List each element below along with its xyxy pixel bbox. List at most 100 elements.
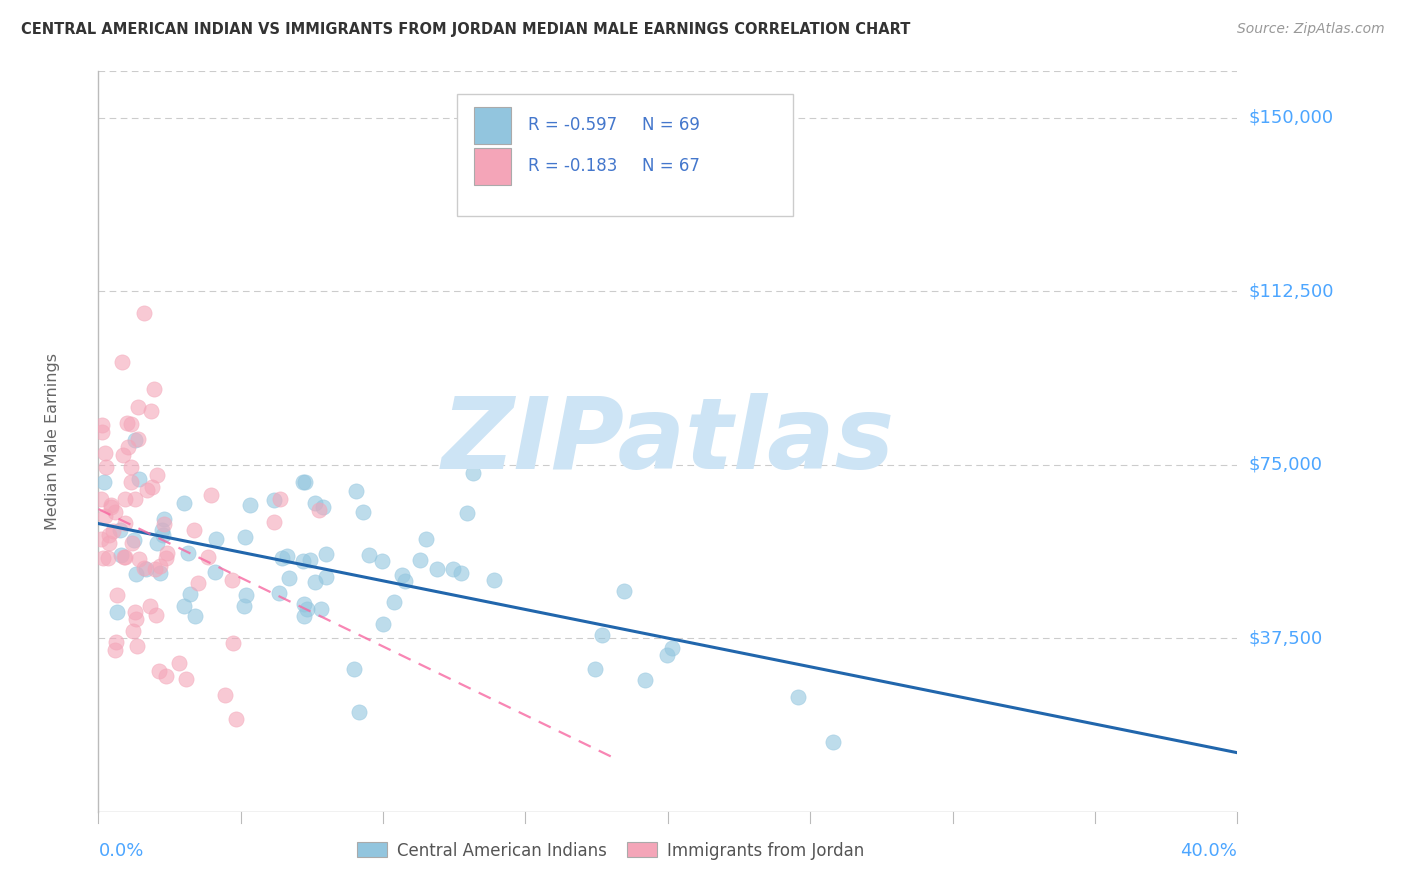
Point [103,524,125,538]
Point [100,498,122,512]
Point [155,669,177,683]
Point [110,548,132,562]
Point [124,533,146,547]
FancyBboxPatch shape [457,94,793,217]
Point [135,562,157,576]
Text: Median Male Earnings: Median Male Earnings [45,353,60,530]
Point [128,472,150,486]
Point [276,549,298,563]
Point [292,475,315,490]
Point [235,588,257,602]
Point [221,573,243,587]
Point [409,553,432,567]
Point [292,608,315,623]
Point [134,561,156,575]
Point [315,547,337,561]
Point [142,382,165,396]
Point [187,575,209,590]
Point [184,609,207,624]
Point [100,500,122,514]
Point [145,467,167,482]
Point [233,529,256,543]
Point [120,459,142,474]
Text: $37,500: $37,500 [1249,629,1323,648]
Text: N = 69: N = 69 [641,117,700,135]
Point [124,605,146,619]
Point [292,597,315,611]
Point [124,433,146,447]
Point [112,549,135,564]
Point [117,440,139,454]
Point [382,594,405,608]
Point [278,571,301,585]
Point [214,688,236,702]
Point [91,418,114,433]
Point [309,602,332,616]
Point [93,475,115,490]
Point [655,648,678,662]
Point [343,662,366,676]
Point [173,495,195,509]
Point [128,551,150,566]
Point [125,567,148,582]
Point [373,617,395,632]
Point [91,550,114,565]
Point [152,527,174,541]
Point [357,548,380,562]
Bar [474,107,510,144]
Text: 0.0%: 0.0% [98,842,143,860]
Point [90,532,112,546]
Point [426,562,449,576]
Point [269,491,291,506]
Point [114,492,136,507]
Point [233,599,256,614]
Point [661,641,683,656]
Point [304,495,326,509]
Point [145,536,167,550]
Text: R = -0.597: R = -0.597 [527,117,617,135]
Point [136,483,159,497]
Point [613,584,636,599]
Point [239,498,262,512]
Point [304,575,326,590]
Point [450,566,472,580]
Point [391,567,413,582]
Point [90,491,112,506]
Point [349,705,371,719]
Point [167,656,190,670]
Point [105,635,128,649]
Point [141,404,163,418]
Point [591,628,613,642]
Point [98,528,121,542]
Point [149,558,172,573]
Point [786,690,808,704]
Point [132,306,155,320]
Point [295,602,318,616]
Point [139,599,162,613]
Point [298,553,321,567]
Point [114,550,136,565]
Point [125,612,148,626]
Point [415,532,437,546]
Point [143,562,166,576]
Point [200,488,222,502]
Point [145,608,167,623]
Point [117,416,139,430]
Point [156,546,179,560]
Point [463,466,485,480]
Text: ZIPatlas: ZIPatlas [441,393,894,490]
Point [583,661,606,675]
Text: Source: ZipAtlas.com: Source: ZipAtlas.com [1237,22,1385,37]
Point [149,566,172,581]
Point [371,554,394,568]
Point [205,532,228,546]
Point [315,570,337,584]
Text: $112,500: $112,500 [1249,282,1334,300]
Point [114,516,136,530]
Point [104,505,127,519]
Point [308,503,330,517]
Point [148,665,170,679]
Point [90,425,112,439]
Bar [474,147,510,185]
Point [112,448,135,462]
